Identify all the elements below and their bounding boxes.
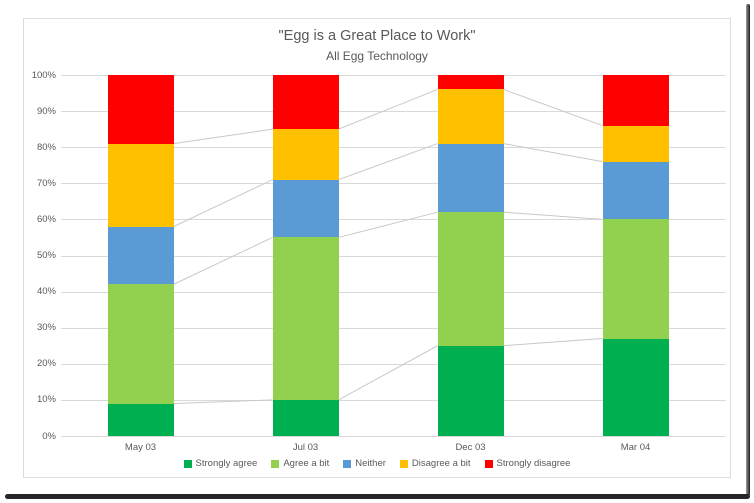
- chart-title: "Egg is a Great Place to Work": [278, 28, 476, 44]
- legend-item-strongly-disagree: Strongly disagree: [484, 458, 571, 469]
- legend-item-neither: Neither: [343, 458, 386, 469]
- bar-segment-neither: [437, 143, 504, 213]
- legend-label: Neither: [355, 458, 386, 469]
- bar-segment-agree-a-bit: [437, 212, 504, 346]
- legend-label: Disagree a bit: [411, 458, 471, 469]
- bar-segment-strongly-disagree: [272, 75, 339, 130]
- bar-segment-agree-a-bit: [602, 219, 669, 339]
- gridline: [61, 328, 726, 329]
- y-axis-tick-label: 90%: [36, 105, 56, 117]
- bar-segment-strongly-agree: [272, 399, 339, 436]
- gridline: [61, 292, 726, 293]
- series-line-neither: [338, 143, 438, 181]
- legend-label: Strongly agree: [195, 458, 258, 469]
- y-axis-tick-label: 20%: [36, 358, 56, 370]
- bar-segment-strongly-agree: [437, 345, 504, 436]
- bar-segment-neither: [602, 161, 669, 220]
- bar-segment-strongly-disagree: [602, 75, 669, 126]
- bar-segment-disagree-a-bit: [107, 143, 174, 227]
- gridline: [61, 436, 726, 437]
- legend-item-strongly-agree: Strongly agree: [183, 458, 258, 469]
- bar-segment-agree-a-bit: [107, 284, 174, 404]
- y-axis-tick-label: 10%: [36, 394, 56, 406]
- series-line-neither: [173, 179, 273, 228]
- y-axis-tick-label: 50%: [36, 250, 56, 261]
- legend-item-agree-a-bit: Agree a bit: [271, 458, 329, 469]
- series-line-agree-a-bit: [173, 236, 273, 285]
- bar-segment-agree-a-bit: [272, 237, 339, 400]
- legend-label: Agree a bit: [283, 458, 330, 469]
- frame-shadow-right: [746, 4, 750, 496]
- series-line-disagree-a-bit: [503, 88, 603, 127]
- gridline: [61, 364, 726, 365]
- bar-segment-strongly-agree: [602, 338, 669, 436]
- legend-marker-icon: [271, 459, 280, 468]
- y-axis-tick-label: 60%: [36, 213, 56, 225]
- series-line-strongly-agree: [173, 399, 273, 405]
- bar-segment-neither: [272, 179, 339, 238]
- chart-subtitle: All Egg Technology: [326, 49, 428, 63]
- y-axis-tick-label: 30%: [36, 322, 56, 334]
- bar-segment-strongly-disagree: [107, 75, 174, 144]
- legend-marker-icon: [399, 459, 408, 468]
- x-axis-category-label: Dec 03: [455, 442, 486, 453]
- bar-segment-disagree-a-bit: [437, 89, 504, 144]
- legend-label: Strongly disagree: [496, 458, 571, 469]
- chart-frame: "Egg is a Great Place to Work" All Egg T…: [23, 18, 731, 478]
- series-line-strongly-agree: [503, 338, 603, 347]
- series-line-disagree-a-bit: [173, 128, 273, 145]
- bar-segment-strongly-agree: [107, 403, 174, 436]
- bar-segment-neither: [107, 226, 174, 285]
- series-line-neither: [503, 143, 603, 163]
- y-axis-tick-label: 40%: [36, 286, 56, 298]
- y-axis-tick-label: 100%: [31, 69, 56, 81]
- gridline: [61, 183, 726, 184]
- y-axis-tick-label: 80%: [36, 141, 56, 153]
- legend-item-disagree-a-bit: Disagree a bit: [399, 458, 471, 469]
- series-line-agree-a-bit: [338, 211, 438, 238]
- series-line-disagree-a-bit: [338, 88, 438, 130]
- series-line-strongly-agree: [338, 345, 438, 401]
- frame-shadow-bottom: [5, 494, 750, 499]
- legend: Strongly agree Agree a bit Neither Disagree…: [24, 458, 730, 469]
- gridline: [61, 219, 726, 220]
- series-line-agree-a-bit: [503, 211, 603, 220]
- gridline: [61, 111, 726, 112]
- gridline: [61, 147, 726, 148]
- legend-marker-icon: [183, 459, 192, 468]
- gridline: [61, 400, 726, 401]
- gridline: [61, 256, 726, 257]
- y-axis-tick-label: 0%: [42, 430, 56, 442]
- bar-segment-disagree-a-bit: [602, 125, 669, 162]
- x-axis-category-label: Jul 03: [292, 442, 319, 453]
- bar-segment-strongly-disagree: [437, 75, 504, 90]
- bar-segment-disagree-a-bit: [272, 129, 339, 180]
- legend-marker-icon: [484, 459, 493, 468]
- y-axis-tick-label: 70%: [36, 177, 56, 189]
- gridline: [61, 75, 726, 76]
- x-axis-category-label: May 03: [124, 442, 157, 453]
- series-connector-lines: [173, 88, 603, 405]
- x-axis-category-label: Mar 04: [620, 442, 651, 453]
- legend-marker-icon: [343, 459, 352, 468]
